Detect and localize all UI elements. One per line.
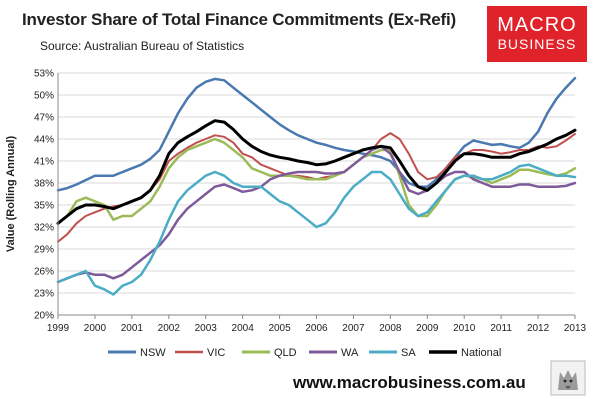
x-tick-label: 2008 (379, 323, 402, 334)
legend-item-vic: VIC (175, 347, 225, 359)
legend-label: NSW (140, 347, 166, 359)
x-tick-label: 2011 (490, 323, 512, 334)
y-tick-label: 50% (34, 91, 54, 102)
y-tick-label: 44% (34, 135, 54, 146)
x-tick-label: 2003 (195, 323, 218, 334)
series-line-wa (56, 145, 577, 284)
x-tick-label: 2001 (121, 323, 144, 334)
legend-label: VIC (207, 347, 225, 359)
macrobusiness-logo: MACRO BUSINESS (487, 6, 587, 62)
x-tick-label: 1999 (47, 323, 70, 334)
series-line-national (56, 119, 577, 225)
x-tick-label: 2010 (453, 323, 476, 334)
legend-label: QLD (274, 347, 297, 359)
y-tick-label: 20% (34, 311, 54, 322)
y-tick-label: 32% (34, 223, 54, 234)
x-tick-label: 2005 (268, 323, 291, 334)
x-tick-label: 2004 (232, 323, 255, 334)
y-axis-label: Value (Rolling Annual) (5, 136, 17, 253)
line-chart: 20% 23% 26% 29% 32% 35% 38% 41% 44% 47% 50% 53% 199… (5, 69, 587, 360)
x-tick-label: 2007 (342, 323, 365, 334)
y-tick-label: 23% (34, 289, 54, 300)
legend-item-qld: QLD (242, 347, 297, 359)
y-tick-label: 26% (34, 267, 54, 278)
y-axis-ticks: 20% 23% 26% 29% 32% 35% 38% 41% 44% 47% 50% 53% (34, 69, 54, 322)
legend-label: National (461, 347, 501, 359)
x-tick-label: 2000 (84, 323, 107, 334)
x-tick-label: 2009 (416, 323, 439, 334)
y-tick-label: 35% (34, 201, 54, 212)
series-line-nsw (56, 76, 577, 192)
legend-item-nsw: NSW (108, 347, 166, 359)
series-line-qld (56, 137, 577, 225)
chart-title: Investor Share of Total Finance Commitme… (22, 10, 456, 29)
y-tick-label: 41% (34, 157, 54, 168)
legend-label: SA (401, 347, 416, 359)
x-tick-label: 2013 (564, 323, 587, 334)
legend-label: WA (341, 347, 359, 359)
chart-legend: NSW VIC QLD WA SA National (108, 347, 501, 359)
logo-line-1: MACRO (497, 14, 577, 36)
series-line-sa (56, 163, 577, 296)
y-tick-label: 38% (34, 179, 54, 190)
chart-source: Source: Australian Bureau of Statistics (40, 39, 245, 53)
legend-item-national: National (429, 347, 501, 359)
series-lines (56, 76, 577, 296)
x-tick-label: 2012 (527, 323, 550, 334)
logo-line-2: BUSINESS (497, 36, 577, 52)
chart-axes (57, 73, 576, 319)
y-tick-label: 53% (34, 69, 54, 80)
legend-item-wa: WA (309, 347, 359, 359)
y-tick-label: 47% (34, 113, 54, 124)
website-url: www.macrobusiness.com.au (293, 373, 526, 392)
legend-item-sa: SA (369, 347, 416, 359)
x-tick-label: 2002 (158, 323, 181, 334)
y-tick-label: 29% (34, 245, 54, 256)
x-tick-label: 2006 (305, 323, 328, 334)
wolf-logo-icon (550, 360, 586, 396)
x-axis-ticks: 1999 2000 2001 2002 2003 2004 2005 2006 2007 2008… (47, 323, 587, 334)
